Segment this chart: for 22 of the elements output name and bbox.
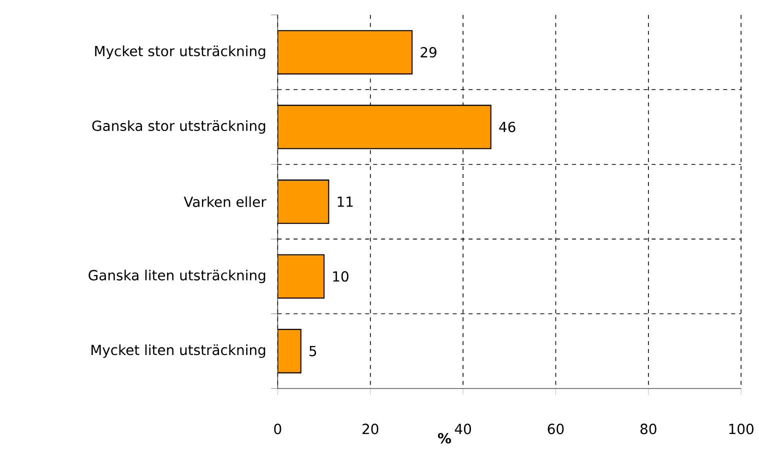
data-label: 11 — [338, 196, 353, 207]
x-tick-label: 80 — [640, 423, 656, 434]
y-tick-label: Varken eller — [184, 196, 266, 207]
x-tick-label: 40 — [454, 423, 471, 434]
y-tick-label: Mycket liten utsträckning — [92, 344, 266, 358]
bar — [278, 254, 325, 298]
x-tick-label: 20 — [362, 423, 378, 434]
x-axis-title: % — [438, 432, 452, 444]
bar — [278, 104, 492, 149]
data-label: 29 — [420, 46, 436, 58]
bar — [278, 179, 330, 224]
data-label: 46 — [499, 122, 516, 132]
data-label: 5 — [310, 346, 316, 356]
y-tick-label: Mycket stor utsträckning — [95, 45, 266, 59]
y-tick-label: Ganska liten utsträckning — [88, 269, 266, 283]
bar — [278, 30, 413, 74]
bar — [278, 328, 302, 374]
y-tick-label: Ganska stor utsträckning — [92, 120, 266, 134]
data-label: 10 — [333, 270, 348, 282]
x-tick-label: 100 — [729, 423, 754, 434]
x-tick-label: 0 — [274, 423, 282, 434]
x-tick-label: 60 — [548, 423, 564, 434]
